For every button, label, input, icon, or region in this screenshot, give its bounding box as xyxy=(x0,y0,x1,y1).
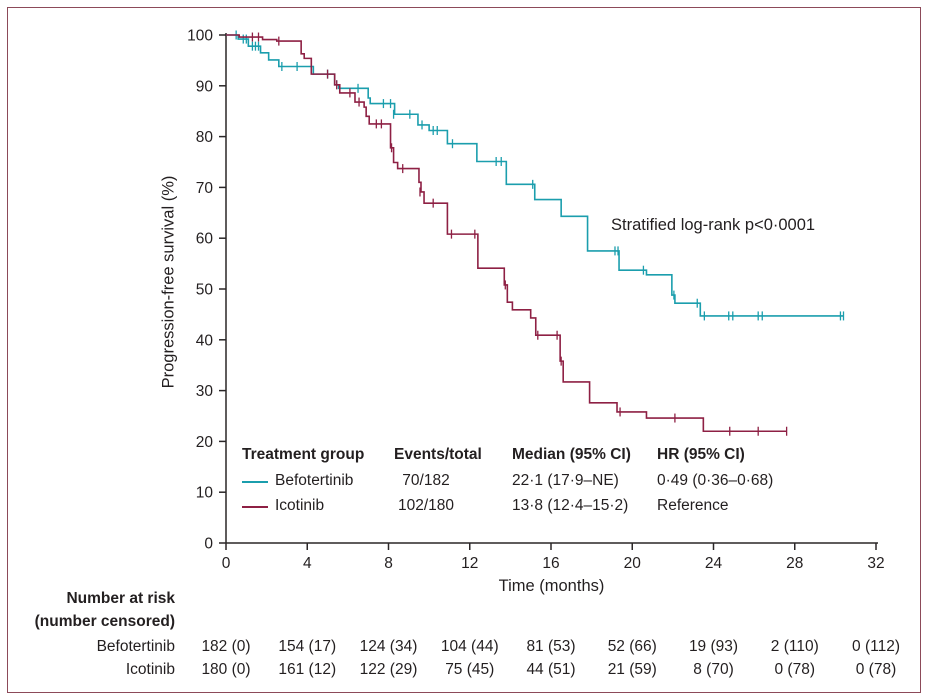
risk-value: 2 (110) xyxy=(770,638,819,655)
risk-value: 75 (45) xyxy=(445,661,495,678)
risk-value: 0 (78) xyxy=(774,661,816,678)
x-tick-label: 24 xyxy=(705,555,723,572)
y-tick-label: 100 xyxy=(187,28,213,45)
km-curve-befotertinib xyxy=(226,34,844,317)
risk-value: 122 (29) xyxy=(359,661,418,678)
y-tick-label: 70 xyxy=(196,180,214,197)
risk-row-label-icotinib: Icotinib xyxy=(125,661,175,678)
risk-value: 182 (0) xyxy=(201,638,251,655)
risk-value: 154 (17) xyxy=(278,638,337,655)
legend-hr-icotinib: Reference xyxy=(657,497,729,514)
risk-table-subtitle: (number censored) xyxy=(34,613,175,630)
legend-median-icotinib: 13·8 (12·4–15·2) xyxy=(512,497,629,514)
risk-value: 0 (112) xyxy=(852,638,900,655)
y-tick-label: 0 xyxy=(204,536,213,553)
risk-value: 180 (0) xyxy=(201,661,251,678)
x-tick-label: 0 xyxy=(222,555,231,572)
y-tick-label: 80 xyxy=(196,129,214,146)
befotertinib-line-swatch xyxy=(242,481,268,483)
log-rank-annotation: Stratified log-rank p<0·0001 xyxy=(611,216,816,234)
risk-value: 81 (53) xyxy=(526,638,576,655)
risk-row-label-befotertinib: Befotertinib xyxy=(96,638,175,655)
x-tick-label: 8 xyxy=(384,555,393,572)
y-tick-label: 50 xyxy=(196,282,214,299)
legend-header-group: Treatment group xyxy=(242,446,365,463)
risk-value: 21 (59) xyxy=(607,661,657,678)
risk-table-title: Number at risk xyxy=(66,590,175,607)
y-tick-label: 60 xyxy=(196,231,214,248)
x-tick-label: 16 xyxy=(542,555,559,572)
y-axis-title: Progression-free survival (%) xyxy=(159,175,178,389)
risk-value: 52 (66) xyxy=(607,638,657,655)
legend-hr-befotertinib: 0·49 (0·36–0·68) xyxy=(657,472,774,489)
legend-events-icotinib: 102/180 xyxy=(397,497,455,514)
risk-value: 44 (51) xyxy=(526,661,576,678)
legend-events-befotertinib: 70/182 xyxy=(402,472,450,489)
x-tick-label: 4 xyxy=(303,555,312,572)
y-tick-label: 40 xyxy=(196,332,214,349)
x-tick-label: 20 xyxy=(624,555,642,572)
x-tick-label: 32 xyxy=(867,555,884,572)
legend-group-befotertinib: Befotertinib xyxy=(275,472,354,489)
y-tick-label: 30 xyxy=(196,383,214,400)
risk-value: 124 (34) xyxy=(359,638,418,655)
x-axis-title: Time (months) xyxy=(498,577,605,595)
legend-group-icotinib: Icotinib xyxy=(275,497,325,514)
risk-value: 104 (44) xyxy=(440,638,499,655)
risk-value: 0 (78) xyxy=(855,661,897,678)
x-tick-label: 12 xyxy=(461,555,478,572)
risk-value: 19 (93) xyxy=(688,638,739,655)
legend-header-hr: HR (95% CI) xyxy=(657,446,745,463)
legend-header-events: Events/total xyxy=(394,446,482,463)
y-tick-label: 90 xyxy=(196,78,214,95)
x-tick-label: 28 xyxy=(786,555,803,572)
y-tick-label: 10 xyxy=(196,485,214,502)
legend-median-befotertinib: 22·1 (17·9–NE) xyxy=(512,472,619,489)
legend-table: Treatment group Events/total Median (95%… xyxy=(242,446,802,526)
legend-header-median: Median (95% CI) xyxy=(512,446,631,463)
risk-value: 161 (12) xyxy=(278,661,337,678)
y-tick-label: 20 xyxy=(196,434,214,451)
icotinib-line-swatch xyxy=(242,506,268,508)
risk-value: 8 (70) xyxy=(693,661,734,678)
